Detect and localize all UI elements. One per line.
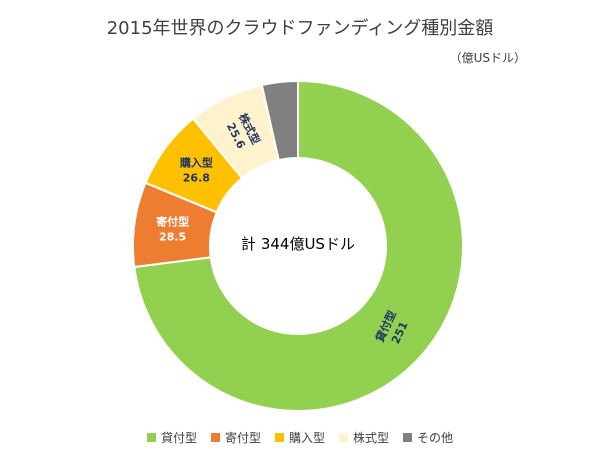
center-total-label: 計 344億USドル (241, 235, 355, 253)
legend-label: 寄付型 (224, 431, 261, 445)
donut-slice-5 (260, 79, 299, 162)
slice-label-2: 寄付型 28.5 (156, 214, 189, 243)
legend-swatch (146, 433, 156, 442)
legend-label: 株式型 (353, 431, 390, 445)
slice-value-label-2: 28.5 (159, 230, 186, 243)
unit-label: （億USドル） (449, 51, 526, 65)
legend-item-1: 貸付型 (146, 429, 197, 446)
slice-label-3: 購入型 26.8 (179, 156, 213, 185)
legend-label: 購入型 (288, 431, 325, 445)
legend-swatch (403, 433, 413, 442)
legend-swatch (274, 433, 284, 442)
slice-category-label-3: 購入型 (179, 156, 213, 170)
legend-swatch (210, 433, 220, 442)
slice-category-label-2: 寄付型 (156, 214, 189, 228)
legend-item-3: 購入型 (274, 429, 325, 446)
legend-swatch (339, 433, 348, 442)
slice-value-label-3: 26.8 (183, 172, 210, 185)
legend-item-5: その他 (403, 429, 453, 446)
legend-label: その他 (417, 431, 454, 445)
chart-title: 2015年世界のクラウドファンディング種別金額 (106, 18, 494, 39)
legend: 貸付型 寄付型 購入型 株式型 その他 (0, 429, 600, 446)
donut-slice-1 (133, 79, 464, 412)
legend-item-4: 株式型 (339, 429, 389, 446)
legend-label: 貸付型 (160, 431, 197, 445)
legend-item-2: 寄付型 (210, 429, 261, 446)
